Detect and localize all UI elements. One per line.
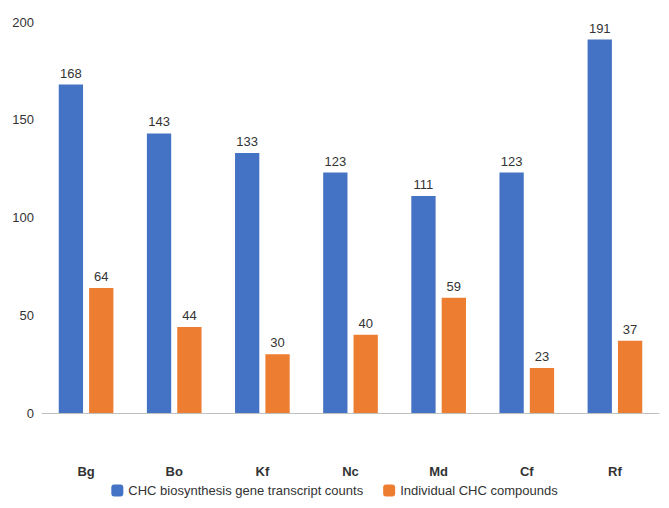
svg-text:23: 23 — [535, 349, 549, 364]
svg-text:150: 150 — [12, 112, 34, 127]
svg-text:59: 59 — [447, 279, 461, 294]
svg-text:191: 191 — [589, 21, 611, 36]
svg-text:Nc: Nc — [342, 464, 359, 479]
svg-text:Bg: Bg — [77, 464, 94, 479]
svg-text:111: 111 — [414, 177, 434, 192]
svg-text:Rf: Rf — [608, 464, 622, 479]
svg-text:64: 64 — [94, 269, 108, 284]
svg-text:143: 143 — [148, 114, 170, 129]
svg-text:123: 123 — [324, 154, 346, 169]
svg-text:200: 200 — [12, 15, 34, 30]
svg-text:0: 0 — [27, 406, 34, 421]
svg-text:44: 44 — [182, 308, 196, 323]
svg-text:37: 37 — [623, 322, 637, 337]
svg-text:Individual CHC compounds: Individual CHC compounds — [400, 483, 558, 498]
svg-text:40: 40 — [358, 316, 372, 331]
svg-text:Kf: Kf — [255, 464, 269, 479]
svg-text:Md: Md — [429, 464, 448, 479]
svg-text:100: 100 — [12, 210, 34, 225]
svg-text:Cf: Cf — [520, 464, 534, 479]
svg-text:Bo: Bo — [166, 464, 183, 479]
svg-text:168: 168 — [60, 66, 82, 81]
svg-text:123: 123 — [501, 154, 523, 169]
svg-text:133: 133 — [236, 134, 258, 149]
svg-text:50: 50 — [20, 308, 34, 323]
svg-text:CHC biosynthesis gene transcri: CHC biosynthesis gene transcript counts — [128, 483, 363, 498]
svg-text:30: 30 — [270, 335, 284, 350]
